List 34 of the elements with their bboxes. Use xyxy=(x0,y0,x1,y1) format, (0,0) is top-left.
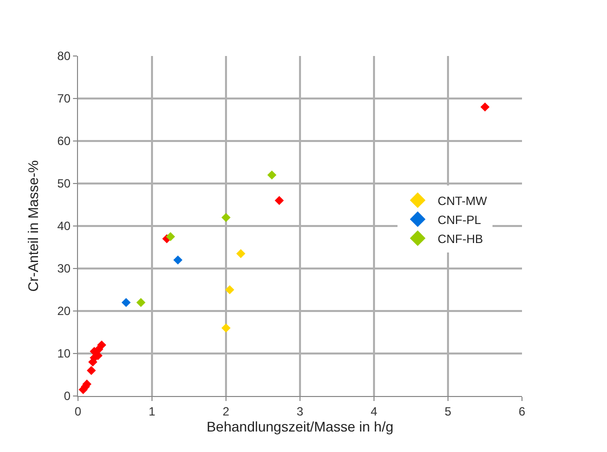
point xyxy=(136,298,146,308)
y-tick-label: 10 xyxy=(57,346,71,361)
y-tick-label: 50 xyxy=(57,176,71,191)
point xyxy=(236,249,246,258)
point xyxy=(267,170,276,180)
x-tick-label: 6 xyxy=(518,404,526,418)
y-tick-label: 20 xyxy=(57,304,71,318)
legend-label: CNT-MW xyxy=(438,194,488,208)
point xyxy=(86,366,96,376)
y-tick-label: 0 xyxy=(64,389,71,404)
y-tick-label: 40 xyxy=(57,219,71,234)
y-axis-title: Cr-Anteil in Masse-% xyxy=(24,160,41,292)
point xyxy=(166,232,176,242)
y-tick-label: 80 xyxy=(57,49,71,64)
x-axis-title: Behandlungszeit/Masse in h/g xyxy=(206,418,394,435)
x-tick-label: 1 xyxy=(148,404,156,418)
legend-label: CNF-HB xyxy=(438,232,484,246)
x-tick-label: 2 xyxy=(222,404,230,418)
point xyxy=(173,255,182,265)
x-tick-label: 3 xyxy=(296,404,304,418)
point xyxy=(122,298,131,308)
legend-label: CNF-PL xyxy=(438,212,482,227)
point xyxy=(221,212,231,222)
y-tick-label: 70 xyxy=(57,92,71,106)
point xyxy=(221,323,231,333)
point xyxy=(97,340,106,350)
y-tick-label: 60 xyxy=(57,134,71,148)
x-tick-label: 5 xyxy=(444,404,452,418)
x-tick-label: 0 xyxy=(74,404,82,418)
point xyxy=(274,196,284,206)
point xyxy=(480,102,490,112)
x-tick-label: 4 xyxy=(370,404,378,418)
point xyxy=(225,285,234,294)
y-tick-label: 30 xyxy=(57,262,71,276)
